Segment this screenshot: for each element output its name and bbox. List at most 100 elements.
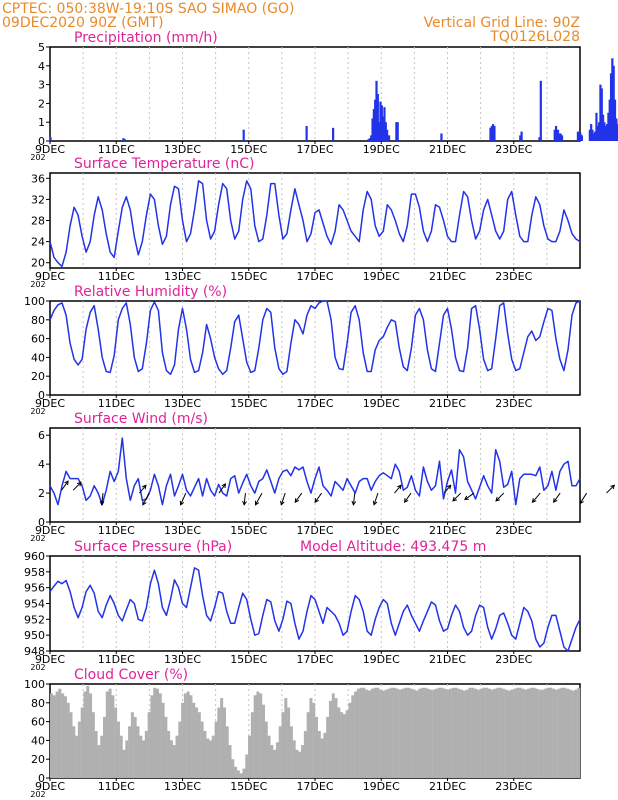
pres-y-tick-label: 952 [24, 613, 45, 626]
cloud-bar [245, 754, 249, 778]
cloud-bar [116, 721, 120, 778]
cloud-bar [114, 707, 118, 778]
cloud-bar [161, 702, 165, 778]
wind-vector [243, 493, 246, 505]
wind-vector [280, 492, 286, 505]
cloud-bar [242, 768, 246, 778]
precip-bar [374, 99, 377, 141]
wind-x-tick-label: 17DEC [296, 524, 333, 537]
precip-bar [556, 129, 560, 141]
precip-x-tick-label: 19DEC [363, 143, 400, 156]
pres-x-tick-label: 13DEC [164, 653, 201, 666]
cloud-bar [423, 687, 427, 778]
cloud-bar [312, 702, 316, 778]
cloud-bar [362, 687, 366, 778]
temp-x-tick-label: 17DEC [296, 270, 333, 283]
cloud-bar [538, 689, 542, 778]
cloud-bar [253, 695, 257, 778]
precip-bar [384, 122, 387, 141]
cloud-bar [167, 731, 171, 778]
wind-vector [606, 484, 615, 494]
cloud-bar [103, 716, 106, 778]
cloud-bar [133, 716, 137, 778]
cloud-bar [97, 745, 101, 778]
cloud-bar [158, 693, 162, 778]
cloud-bar [264, 721, 268, 778]
wind-vector [218, 483, 226, 494]
precip-bar [122, 138, 125, 141]
cloud-bar [52, 695, 56, 778]
pres-x-tick-label: 21DEC [429, 653, 466, 666]
rh-y-tick-label: 20 [31, 370, 45, 383]
cloud-bar [309, 698, 313, 778]
wind-vector [373, 492, 379, 505]
wind-x-tick-label: 19DEC [363, 524, 400, 537]
cloud-bar [521, 688, 525, 778]
cloud-bar [354, 691, 358, 778]
cloud-bar [421, 687, 424, 778]
temp-year-hint: 202 [30, 280, 45, 289]
wind-vector-head [294, 498, 300, 504]
cloud-bar [66, 702, 70, 778]
precip-bar [242, 129, 245, 141]
cloud-bar [384, 689, 388, 778]
precip-bar [560, 135, 564, 141]
temp-x-tick-label: 11DEC [98, 270, 135, 283]
cloud-bar [222, 707, 226, 778]
precip-bar [590, 124, 593, 141]
cloud-bar [457, 688, 461, 778]
cloud-y-tick-label: 100 [24, 678, 45, 691]
cloud-bar [566, 688, 570, 778]
cloud-bar [549, 687, 553, 778]
cloud-bar [209, 740, 212, 778]
wind-vector [553, 492, 561, 503]
temp-x-tick-label: 19DEC [363, 270, 400, 283]
cloud-bar [529, 687, 533, 778]
cloud-bar [281, 712, 285, 778]
cloud-bar [55, 691, 59, 778]
precip-bar [591, 129, 594, 141]
cloud-bar [571, 690, 575, 778]
pres-series-line [49, 567, 581, 652]
cloud-bar [128, 726, 132, 778]
precip-bar [580, 135, 583, 141]
header-datetime: 09DEC2020 90Z (GMT) [2, 15, 164, 31]
wind-vector-head [351, 500, 357, 506]
wind-vector-head [254, 500, 260, 506]
precip-bar [554, 125, 558, 141]
cloud-bar [460, 689, 464, 778]
cloud-bar [111, 695, 115, 778]
header-location: CPTEC: 050:38W-19:10S SAO SIMAO (GO) [2, 1, 294, 17]
pres-panel: 948 950 952 954 956 958 960 9DEC 11DEC 13DEC 15DEC… [24, 539, 581, 672]
cloud-year-hint: 202 [30, 790, 45, 799]
precip-bar [600, 88, 603, 141]
precip-bar [332, 127, 335, 141]
precip-x-tick-label: 21DEC [429, 143, 466, 156]
header: CPTEC: 050:38W-19:10S SAO SIMAO (GO) 09D… [2, 1, 580, 45]
cloud-bar [284, 698, 288, 778]
wind-vector [294, 492, 303, 503]
wind-vector-head [531, 498, 537, 503]
precip-y-tick-label: 3 [38, 79, 45, 92]
cloud-bar [94, 731, 98, 778]
temp-y-tick-label: 36 [31, 172, 45, 185]
cloud-bar [181, 702, 185, 778]
cloud-bar [454, 687, 458, 778]
wind-vector-head [579, 499, 584, 505]
cloud-bar [440, 687, 444, 778]
cloud-y-tick-label: 40 [31, 734, 45, 747]
temp-y-tick-label: 20 [31, 257, 45, 270]
precip-bar [489, 127, 492, 141]
cloud-bar [499, 687, 503, 778]
temp-y-tick-label: 28 [31, 215, 45, 228]
cloud-bar [220, 698, 224, 778]
cloud-bar [365, 689, 369, 778]
precip-bar [616, 124, 618, 141]
cloud-bar [479, 688, 483, 778]
rh-x-tick-label: 17DEC [296, 397, 333, 410]
cloud-bar [563, 687, 567, 778]
cloud-bar [142, 740, 146, 778]
precip-bar [382, 116, 385, 141]
precip-bar [538, 137, 541, 141]
pres-y-tick-label: 948 [24, 645, 45, 658]
